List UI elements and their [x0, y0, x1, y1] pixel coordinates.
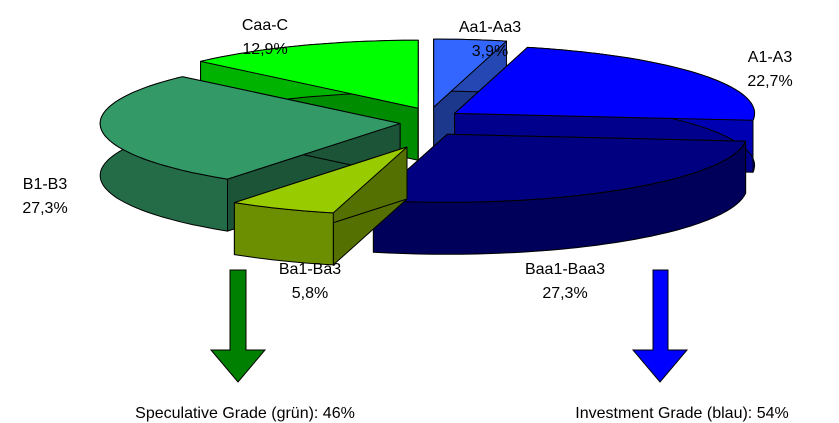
- slice-value-label: 27,3%: [22, 200, 67, 217]
- slice-value-label: 22,7%: [747, 73, 792, 90]
- slice-label: A1-A3: [748, 49, 793, 66]
- slice-value-label: 5,8%: [292, 285, 328, 302]
- slice: [99, 76, 401, 180]
- slice-value-label: 27,3%: [542, 285, 587, 302]
- pie: [99, 38, 756, 266]
- slice: [372, 133, 747, 203]
- slice: [233, 146, 408, 214]
- slice-label: B1-B3: [23, 176, 68, 193]
- slice: [433, 38, 507, 108]
- slice: [200, 39, 419, 109]
- slice-label: Caa-C: [242, 17, 288, 34]
- arrow-speculative: [209, 269, 267, 383]
- slice-value-label: 12,9%: [242, 41, 287, 58]
- slice: [454, 46, 756, 121]
- annotation: Speculative Grade (grün): 46%: [135, 405, 355, 422]
- arrow-investment: [631, 269, 689, 383]
- slice-label: Ba1-Ba3: [279, 261, 341, 278]
- slice-label: Baa1-Baa3: [525, 261, 605, 278]
- slice-value-label: 3,9%: [472, 43, 508, 60]
- annotation: Investment Grade (blau): 54%: [575, 405, 788, 422]
- slice-label: Aa1-Aa3: [459, 19, 521, 36]
